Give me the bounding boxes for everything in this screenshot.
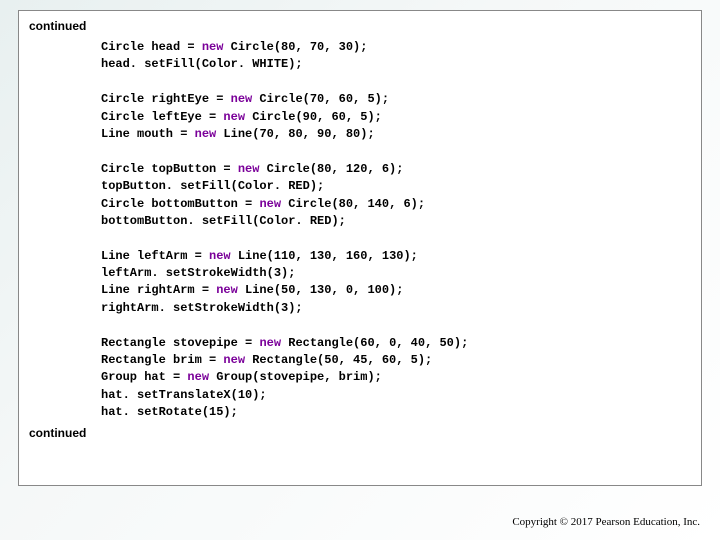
continued-label-top: continued — [29, 19, 691, 33]
code-box: continued Circle head = new Circle(80, 7… — [18, 10, 702, 486]
code-block: Circle head = new Circle(80, 70, 30); he… — [29, 39, 691, 422]
continued-label-bottom: continued — [29, 426, 691, 440]
copyright-text: Copyright © 2017 Pearson Education, Inc. — [512, 516, 700, 528]
